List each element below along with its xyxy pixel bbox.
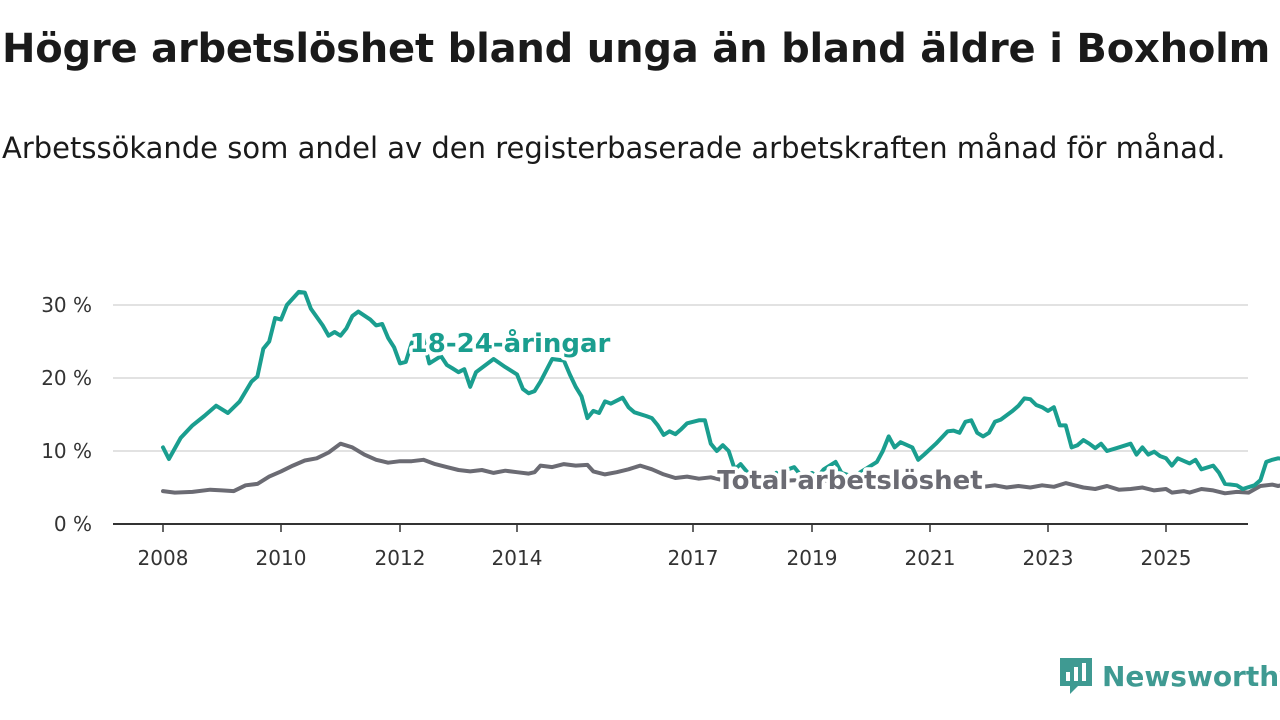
y-tick-label: 20 % xyxy=(41,366,92,390)
x-tick-label: 2008 xyxy=(138,546,189,570)
x-tick-label: 2019 xyxy=(787,546,838,570)
x-tick-label: 2010 xyxy=(256,546,307,570)
series-label-0: 18-24-åringar xyxy=(410,327,611,359)
y-tick-label: 0 % xyxy=(54,512,92,536)
x-tick-label: 2021 xyxy=(905,546,956,570)
x-tick-label: 2012 xyxy=(375,546,426,570)
y-tick-label: 30 % xyxy=(41,293,92,317)
x-tick-label: 2014 xyxy=(492,546,543,570)
x-axis: 2008 2010 2012 2014 2017 2019 2021 2023 2025 xyxy=(113,523,1248,570)
series-label-1: Total arbetslöshet xyxy=(717,466,982,496)
series-lines xyxy=(161,289,1280,496)
series-line-0 xyxy=(161,289,1280,491)
y-tick-label: 10 % xyxy=(41,439,92,463)
brand-name: Newsworthy xyxy=(1102,659,1280,693)
chart-title: Högre arbetslöshet bland unga än bland ä… xyxy=(2,26,1271,72)
series-line-1 xyxy=(161,441,1280,496)
chart-subtitle: Arbetssökande som andel av den registerb… xyxy=(2,131,1226,165)
x-tick-label: 2023 xyxy=(1023,546,1074,570)
x-tick-label: 2017 xyxy=(668,546,719,570)
y-axis: 0 % 10 % 20 % 30 % xyxy=(41,293,92,536)
newsworthy-logo-icon xyxy=(1060,658,1092,694)
gridlines xyxy=(113,304,1248,452)
newsworthy-logo[interactable]: Newsworthy xyxy=(1058,654,1280,698)
x-tick-label: 2025 xyxy=(1141,546,1192,570)
